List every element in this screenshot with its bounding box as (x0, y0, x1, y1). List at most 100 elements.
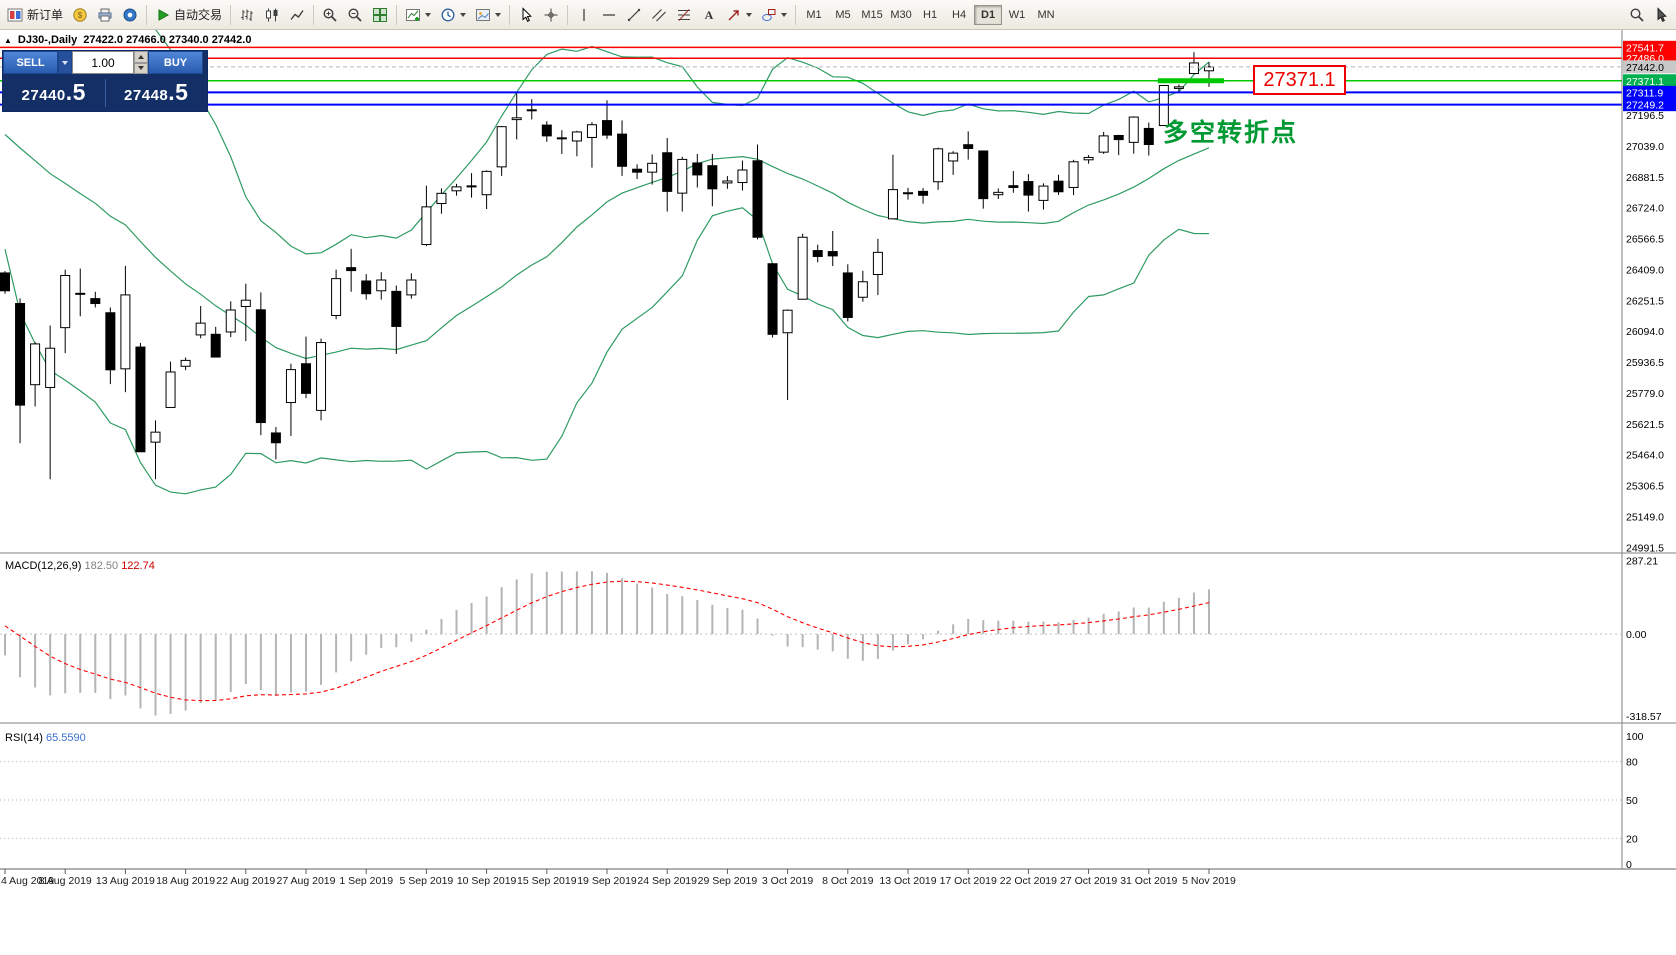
chart-symbol-header: ▲ DJ30-,Daily 27422.0 27466.0 27340.0 27… (4, 34, 251, 46)
timeframe-h1-button[interactable]: H1 (923, 8, 938, 21)
price-tag (1623, 40, 1676, 54)
zoom-out-icon (348, 7, 362, 22)
crosshair-icon (544, 8, 558, 21)
templates-button[interactable] (471, 3, 505, 27)
svg-text:13 Oct 2019: 13 Oct 2019 (879, 875, 936, 887)
buy-price[interactable]: 27448.5 (106, 79, 208, 106)
fibonacci-tool-button[interactable] (672, 3, 696, 27)
sell-button[interactable]: SELL (3, 51, 58, 74)
arrows-tool-button[interactable] (722, 3, 756, 27)
svg-text:29 Sep 2019: 29 Sep 2019 (698, 875, 758, 887)
shapes-tool-button[interactable] (757, 3, 791, 27)
pointer-mode-button[interactable] (1649, 3, 1673, 27)
svg-text:80: 80 (1626, 757, 1638, 769)
line-chart-mode-button[interactable] (285, 3, 309, 27)
macd-histogram (4, 571, 1210, 716)
zoom-out-button[interactable] (343, 3, 367, 27)
clock-icon (441, 8, 455, 21)
svg-text:10 Sep 2019: 10 Sep 2019 (457, 875, 517, 887)
new-order-label: 新订单 (27, 8, 64, 22)
indicators-icon (406, 8, 421, 21)
timeframe-m5-button[interactable]: M5 (835, 8, 851, 21)
chevron-down-icon (460, 12, 467, 17)
timeframe-w1-button[interactable]: W1 (1008, 8, 1026, 21)
toolbar-separator (509, 4, 511, 25)
tile-windows-button[interactable] (368, 3, 392, 27)
price-divider (104, 78, 106, 107)
svg-text:8 Oct 2019: 8 Oct 2019 (822, 875, 874, 887)
svg-text:25621.5: 25621.5 (1626, 419, 1664, 431)
svg-text:22 Oct 2019: 22 Oct 2019 (1000, 875, 1057, 887)
price-callout-label[interactable]: 27371.1 (1253, 65, 1346, 95)
pivot-annotation[interactable]: 多空转折点 (1163, 119, 1299, 147)
timeframe-mn-button[interactable]: MN (1037, 8, 1055, 21)
cursor-tool-button[interactable] (514, 3, 538, 27)
new-order-button[interactable]: 新订单 (3, 3, 67, 27)
chart-canvas[interactable]: 27541.727486.027442.027371.127311.927249… (0, 30, 1676, 955)
svg-text:4 Aug 2019: 4 Aug 2019 (1, 875, 54, 887)
triangle-down-icon (138, 66, 144, 71)
svg-text:27442.0: 27442.0 (1626, 62, 1664, 74)
indicators-button[interactable] (401, 3, 435, 27)
main-toolbar: 新订单 $ 自动交易 (0, 0, 1676, 30)
symbol-period-label: DJ30-,Daily (17, 34, 78, 46)
svg-text:26094.0: 26094.0 (1626, 326, 1664, 338)
chevron-down-icon (746, 12, 753, 17)
sell-price-main: 27440 (21, 87, 66, 104)
toolbar-separator (146, 4, 148, 25)
fibonacci-icon (678, 8, 691, 21)
text-tool-button[interactable]: A (697, 3, 721, 27)
autotrade-button[interactable]: 自动交易 (151, 3, 226, 27)
vertical-line-icon (583, 8, 585, 21)
print-button[interactable] (93, 3, 117, 27)
zoom-in-button[interactable] (318, 3, 342, 27)
deposit-button[interactable]: $ (68, 3, 92, 27)
svg-text:26724.0: 26724.0 (1626, 203, 1664, 215)
svg-text:27 Oct 2019: 27 Oct 2019 (1060, 875, 1117, 887)
trendline-tool-button[interactable] (622, 3, 646, 27)
bar-chart-mode-button[interactable] (235, 3, 259, 27)
vertical-line-tool-button[interactable] (572, 3, 596, 27)
channel-icon (652, 8, 666, 21)
toolbar-separator (567, 4, 569, 25)
timeframe-m15-button[interactable]: M15 (861, 8, 883, 21)
periods-button[interactable] (436, 3, 470, 27)
chevron-down-icon (495, 12, 502, 17)
tile-windows-icon (373, 7, 388, 22)
svg-text:$: $ (78, 11, 83, 20)
svg-text:5 Sep 2019: 5 Sep 2019 (400, 875, 454, 887)
search-button[interactable] (1625, 3, 1649, 27)
price-tag (1623, 74, 1676, 88)
volume-preset-caret-button[interactable] (58, 51, 72, 74)
buy-price-main: 27448 (124, 87, 169, 104)
volume-increase-button[interactable] (134, 51, 148, 63)
sell-price[interactable]: 27440.5 (3, 79, 105, 106)
svg-text:5 Nov 2019: 5 Nov 2019 (1182, 875, 1236, 887)
channel-tool-button[interactable] (647, 3, 671, 27)
chevron-down-icon (62, 60, 68, 65)
macd-pane: MACD(12,26,9) 182.50 122.74 (0, 560, 1622, 716)
volume-decrease-button[interactable] (134, 62, 148, 74)
timeframe-h4-button[interactable]: H4 (952, 8, 967, 21)
price-tag (1623, 98, 1676, 112)
search-icon (1630, 7, 1644, 22)
toolbar-separator (230, 4, 232, 25)
one-click-trading-panel: SELL BUY 27440.5 27448.5 (2, 50, 208, 112)
svg-text:20: 20 (1626, 833, 1638, 845)
volume-input[interactable] (72, 51, 134, 74)
crosshair-tool-button[interactable] (539, 3, 563, 27)
timeframe-d1-button[interactable]: D1 (974, 4, 1003, 25)
svg-text:27371.1: 27371.1 (1626, 76, 1664, 88)
svg-text:27311.9: 27311.9 (1626, 87, 1663, 99)
timeframe-m1-button[interactable]: M1 (806, 8, 822, 21)
collapse-arrow-icon[interactable]: ▲ (4, 35, 12, 45)
timeframe-m30-button[interactable]: M30 (890, 8, 912, 21)
horizontal-line-tool-button[interactable] (597, 3, 621, 27)
candlestick-mode-button[interactable] (260, 3, 284, 27)
zoom-in-icon (323, 7, 337, 22)
buy-button[interactable]: BUY (148, 51, 203, 74)
support-button[interactable] (118, 3, 142, 27)
